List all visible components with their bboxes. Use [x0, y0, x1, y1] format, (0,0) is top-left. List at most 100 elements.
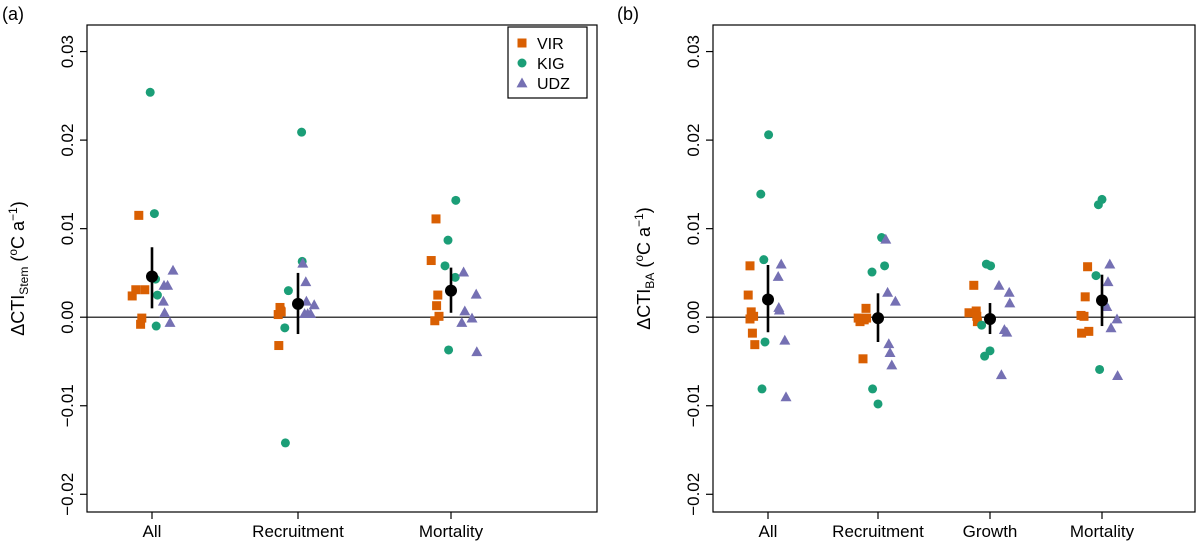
- data-point-udz: [459, 305, 471, 316]
- data-point-udz: [300, 276, 312, 287]
- data-point-kig: [280, 438, 290, 448]
- data-point-vir: [140, 285, 150, 295]
- x-category-label: All: [759, 522, 778, 541]
- data-point-kig: [1091, 271, 1101, 281]
- data-point-udz: [780, 391, 792, 402]
- data-point-udz: [1104, 258, 1116, 269]
- data-point-kig: [280, 323, 290, 333]
- data-point-udz: [886, 359, 898, 370]
- y-tick-label: 0.01: [58, 212, 77, 245]
- data-point-vir: [432, 301, 442, 311]
- data-point-udz: [772, 270, 784, 281]
- mean-point: [762, 293, 774, 306]
- plot-area-a: −0.02 −0.01 0.00 0.01 0.02 0.03 All Recruitment…: [58, 24, 598, 541]
- data-point-udz: [162, 279, 174, 290]
- data-point-udz: [297, 257, 309, 268]
- data-point-vir: [434, 311, 444, 321]
- data-point-vir: [276, 307, 286, 317]
- y-tick-label: 0.02: [58, 124, 77, 157]
- data-point-kig: [440, 261, 450, 271]
- data-point-vir: [745, 261, 755, 271]
- y-axis-title: ΔCTIStem (oC a−1): [6, 201, 31, 335]
- x-category-label: Recruitment: [252, 522, 344, 541]
- data-point-udz: [159, 307, 171, 318]
- data-point-kig: [443, 235, 453, 245]
- data-point-udz: [773, 304, 785, 315]
- legend-marker-vir: [517, 38, 527, 48]
- plot-area-b: −0.02 −0.01 0.00 0.01 0.02 0.03 All Recruitment…: [684, 24, 1196, 541]
- data-point-kig: [756, 189, 766, 199]
- data-point-kig: [151, 321, 161, 331]
- data-point-kig: [868, 384, 878, 394]
- x-category-label: All: [143, 522, 162, 541]
- data-point-kig: [764, 130, 774, 140]
- data-point-kig: [985, 346, 995, 356]
- x-category-label: Mortality: [1070, 522, 1135, 541]
- data-point-udz: [305, 308, 317, 319]
- x-category-label: Growth: [963, 522, 1018, 541]
- mean-point: [872, 312, 884, 325]
- data-point-kig: [145, 87, 155, 97]
- data-point-kig: [1097, 194, 1107, 204]
- data-point-vir: [972, 317, 982, 327]
- data-point-kig: [986, 261, 996, 271]
- mean-point: [146, 270, 158, 283]
- y-axis-label-a: ΔCTIStem (oC a−1): [6, 201, 31, 335]
- data-point-vir: [747, 328, 757, 338]
- data-point-kig: [444, 345, 454, 355]
- data-point-udz: [880, 233, 892, 244]
- data-point-udz: [167, 264, 179, 275]
- data-point-vir: [274, 341, 284, 351]
- y-tick-label: −0.02: [684, 473, 703, 516]
- plot-frame: [86, 24, 598, 513]
- data-point-udz: [458, 266, 470, 277]
- data-point-vir: [433, 290, 443, 300]
- data-point-udz: [157, 295, 169, 306]
- legend-label-kig: KIG: [537, 56, 565, 73]
- y-axis-title: ΔCTIBA (oC a−1): [632, 207, 657, 329]
- legend-marker-udz: [516, 77, 528, 88]
- data-point-vir: [750, 340, 760, 350]
- legend-marker-kig: [517, 58, 527, 68]
- data-point-kig: [757, 384, 767, 394]
- data-point-vir: [969, 280, 979, 290]
- data-point-udz: [995, 369, 1007, 380]
- data-point-vir: [431, 214, 441, 224]
- data-point-udz: [1004, 297, 1016, 308]
- data-point-udz: [884, 347, 896, 358]
- mean-point: [445, 284, 457, 297]
- legend: VIR KIG UDZ: [507, 26, 588, 99]
- data-point-udz: [456, 317, 468, 327]
- data-point-vir: [858, 354, 868, 364]
- data-point-kig: [873, 399, 883, 409]
- data-point-udz: [164, 317, 176, 327]
- data-point-kig: [760, 337, 770, 347]
- data-point-udz: [471, 346, 483, 357]
- data-point-vir: [1080, 292, 1090, 302]
- y-tick-label: 0.00: [58, 301, 77, 334]
- y-tick-label: 0.02: [684, 124, 703, 157]
- data-point-udz: [1105, 322, 1117, 333]
- data-point-kig: [880, 261, 890, 271]
- data-point-vir: [964, 308, 974, 318]
- data-point-udz: [1003, 286, 1015, 297]
- data-point-vir: [131, 285, 141, 295]
- data-point-vir: [134, 210, 144, 220]
- data-point-udz: [883, 338, 895, 349]
- data-point-vir: [743, 290, 753, 300]
- y-tick-label: −0.01: [684, 384, 703, 427]
- legend-label-vir: VIR: [537, 36, 564, 53]
- data-point-vir: [1079, 311, 1089, 321]
- data-point-vir: [136, 319, 146, 329]
- y-tick-label: −0.01: [58, 384, 77, 427]
- data-point-kig: [1095, 364, 1105, 374]
- data-point-udz: [470, 288, 482, 299]
- plot-frame: [712, 24, 1196, 513]
- y-tick-label: 0.03: [58, 35, 77, 68]
- data-point-udz: [1001, 326, 1013, 337]
- x-category-label: Recruitment: [832, 522, 924, 541]
- mean-point: [984, 312, 996, 325]
- mean-point: [1096, 294, 1108, 307]
- data-point-vir: [862, 313, 872, 323]
